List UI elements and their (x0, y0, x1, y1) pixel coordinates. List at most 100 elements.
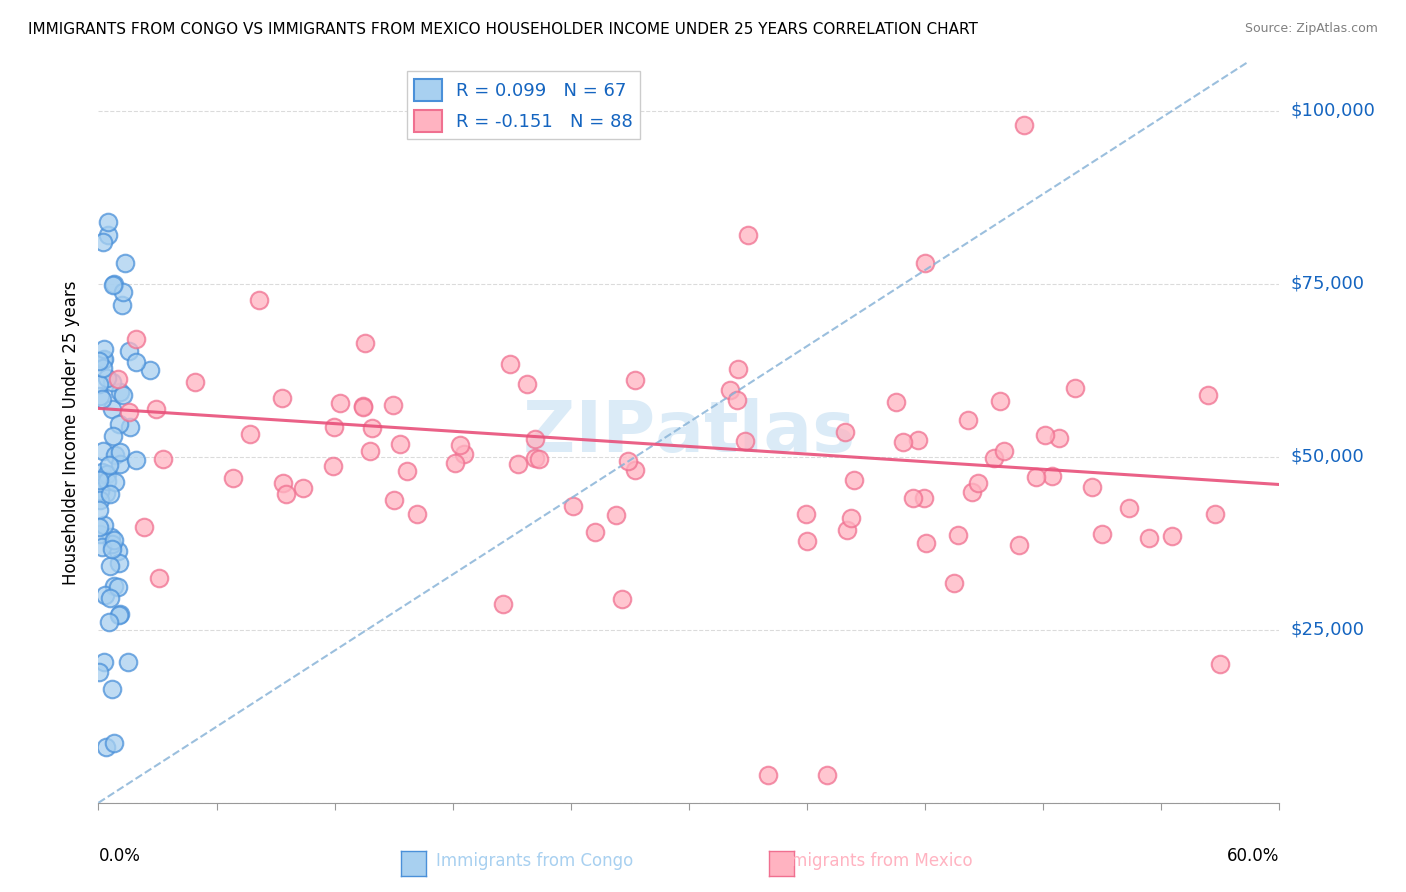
Point (499, 357, 522, 371)
Point (734, 434, 756, 449)
Point (271, 475, 294, 490)
Point (145, 401, 167, 416)
Point (125, 452, 148, 467)
Point (89, 665, 111, 679)
Point (138, 363, 160, 377)
Point (108, 607, 131, 622)
Point (957, 413, 980, 427)
Point (527, 452, 550, 467)
Point (98, 558, 121, 573)
Point (98, 591, 121, 605)
Point (815, 768, 838, 782)
Point (322, 459, 344, 474)
Point (103, 735, 125, 749)
Point (108, 556, 131, 570)
Point (382, 493, 405, 508)
Point (114, 256, 136, 270)
Point (111, 388, 134, 402)
Point (89, 389, 111, 403)
Point (96, 215, 118, 229)
Point (1063, 381, 1085, 395)
Point (96, 467, 118, 482)
Point (1047, 431, 1070, 445)
Point (108, 607, 131, 621)
Point (903, 491, 925, 505)
Point (835, 523, 858, 537)
Point (1033, 428, 1056, 442)
Point (124, 355, 146, 369)
Point (96, 740, 118, 755)
Point (96, 370, 118, 384)
Point (756, 768, 779, 782)
Point (108, 457, 131, 471)
Point (91, 392, 114, 406)
Point (96, 475, 118, 489)
Point (616, 454, 638, 468)
Point (91, 235, 114, 249)
Point (443, 456, 465, 470)
Point (794, 508, 817, 522)
Point (110, 385, 132, 400)
Point (90, 540, 112, 554)
Point (89, 473, 111, 487)
Point (107, 543, 129, 558)
Point (100, 530, 122, 544)
Point (406, 507, 429, 521)
Point (1012, 118, 1035, 132)
Point (91, 465, 114, 479)
Point (605, 508, 627, 523)
Point (103, 579, 125, 593)
Point (101, 375, 124, 389)
Point (118, 404, 141, 418)
Point (89, 484, 111, 499)
Point (97, 228, 120, 243)
Point (353, 335, 375, 350)
Text: Immigrants from Congo: Immigrants from Congo (436, 852, 633, 870)
Point (943, 576, 966, 591)
Point (101, 682, 124, 697)
Text: Source: ZipAtlas.com: Source: ZipAtlas.com (1244, 22, 1378, 36)
Point (359, 444, 381, 458)
Point (361, 421, 384, 435)
Point (274, 487, 297, 501)
Point (111, 297, 134, 311)
Point (97, 458, 120, 472)
Point (107, 580, 129, 594)
Point (98, 487, 121, 501)
Point (610, 592, 633, 607)
Legend: R = 0.099   N = 67, R = -0.151   N = 88: R = 0.099 N = 67, R = -0.151 N = 88 (408, 71, 640, 139)
Point (388, 437, 411, 451)
Point (396, 464, 419, 478)
Point (508, 457, 530, 471)
Point (1025, 469, 1047, 483)
Point (624, 373, 647, 387)
Point (492, 597, 515, 611)
Point (104, 475, 127, 489)
Point (993, 444, 1015, 458)
Point (562, 500, 585, 514)
Text: 60.0%: 60.0% (1227, 847, 1279, 865)
Point (323, 420, 346, 434)
Point (118, 419, 141, 434)
Point (915, 536, 938, 550)
Point (583, 524, 606, 539)
Text: $75,000: $75,000 (1291, 275, 1365, 293)
Point (960, 485, 983, 500)
Point (329, 395, 352, 409)
Point (118, 344, 141, 359)
Point (89, 527, 111, 541)
Point (988, 394, 1011, 409)
Point (1204, 507, 1226, 521)
Point (352, 400, 374, 414)
Point (453, 447, 475, 461)
Point (93, 342, 115, 356)
Text: IMMIGRANTS FROM CONGO VS IMMIGRANTS FROM MEXICO HOUSEHOLDER INCOME UNDER 25 YEAR: IMMIGRANTS FROM CONGO VS IMMIGRANTS FROM… (28, 22, 979, 37)
Point (352, 399, 374, 413)
Point (108, 444, 131, 458)
Point (725, 393, 748, 408)
Point (239, 427, 262, 442)
Point (117, 655, 139, 669)
Point (914, 256, 936, 270)
Point (94, 588, 117, 602)
Point (844, 473, 866, 487)
